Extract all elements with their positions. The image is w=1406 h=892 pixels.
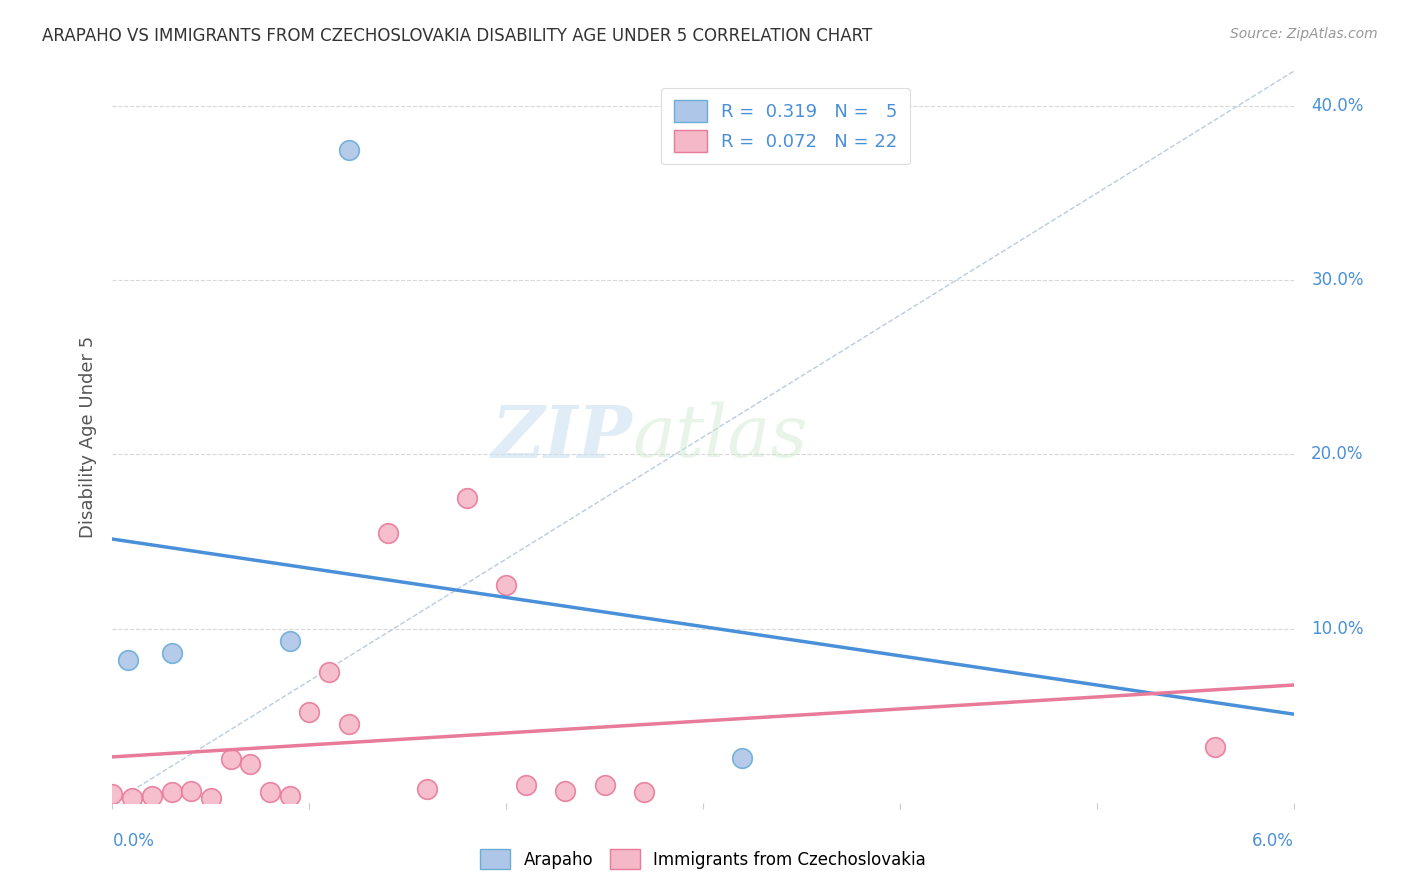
Text: 0.0%: 0.0% [112, 832, 155, 850]
Legend: R =  0.319   N =   5, R =  0.072   N = 22: R = 0.319 N = 5, R = 0.072 N = 22 [661, 87, 910, 164]
Point [731, 750, 754, 764]
Text: Source: ZipAtlas.com: Source: ZipAtlas.com [1230, 27, 1378, 41]
Point [318, 665, 340, 680]
Point [278, 789, 301, 803]
Point [515, 778, 537, 792]
Point [1204, 740, 1226, 755]
Point [456, 491, 478, 505]
Point [239, 757, 262, 772]
Point [101, 787, 124, 801]
Point [278, 633, 301, 648]
Point [121, 790, 143, 805]
Text: ZIP: ZIP [491, 401, 633, 473]
Point [416, 781, 439, 796]
Point [593, 778, 616, 792]
Y-axis label: Disability Age Under 5: Disability Age Under 5 [79, 336, 97, 538]
Point [180, 783, 202, 797]
Text: 40.0%: 40.0% [1312, 97, 1364, 115]
Text: 10.0%: 10.0% [1312, 620, 1364, 638]
Text: 6.0%: 6.0% [1251, 832, 1294, 850]
Point [259, 785, 281, 799]
Point [160, 785, 183, 799]
Point [633, 785, 655, 799]
Text: atlas: atlas [633, 401, 807, 473]
Point [337, 143, 360, 157]
Text: 20.0%: 20.0% [1312, 445, 1364, 464]
Point [337, 717, 360, 731]
Point [298, 705, 321, 719]
Legend: Arapaho, Immigrants from Czechoslovakia: Arapaho, Immigrants from Czechoslovakia [470, 838, 936, 880]
Text: ARAPAHO VS IMMIGRANTS FROM CZECHOSLOVAKIA DISABILITY AGE UNDER 5 CORRELATION CHA: ARAPAHO VS IMMIGRANTS FROM CZECHOSLOVAKI… [42, 27, 873, 45]
Point [495, 578, 517, 592]
Point [160, 646, 183, 660]
Point [219, 752, 242, 766]
Point [141, 789, 163, 803]
Point [117, 653, 139, 667]
Point [200, 790, 222, 805]
Point [554, 783, 576, 797]
Text: 30.0%: 30.0% [1312, 271, 1364, 289]
Point [377, 525, 399, 540]
